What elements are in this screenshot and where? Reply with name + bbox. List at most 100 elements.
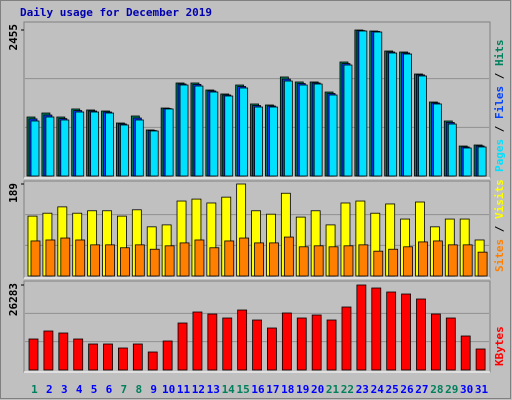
bar [30, 240, 41, 277]
bar [418, 75, 427, 177]
bar [149, 248, 160, 277]
bar [283, 80, 293, 177]
bar [134, 119, 144, 177]
bar [328, 94, 338, 177]
bar [445, 317, 456, 371]
bar [90, 244, 101, 277]
bar [358, 30, 368, 177]
bar [118, 347, 128, 371]
bar [269, 106, 278, 177]
bar [60, 119, 70, 177]
bar [132, 343, 143, 371]
bar [45, 116, 55, 177]
bar [462, 147, 472, 177]
legend-separator: / [493, 66, 506, 86]
bar [75, 111, 85, 177]
bar [326, 319, 337, 371]
bar [120, 124, 129, 177]
bar [60, 237, 71, 277]
bar [164, 245, 175, 277]
bar [209, 91, 219, 177]
bar [254, 242, 264, 277]
bar [477, 251, 488, 277]
bar [252, 319, 262, 371]
x-tick-label: 28 [430, 383, 443, 396]
legend-entry: Sites [493, 239, 506, 272]
x-tick-label: 19 [296, 383, 309, 396]
bar [283, 236, 294, 277]
bar [254, 106, 263, 177]
bar [296, 317, 307, 371]
x-tick-label: 25 [386, 383, 399, 396]
bar [58, 332, 69, 371]
x-tick-label: 17 [266, 383, 279, 396]
bar [447, 123, 457, 177]
x-tick-label: 9 [150, 383, 157, 396]
x-tick-label: 15 [236, 383, 249, 396]
x-tick-label: 16 [251, 383, 265, 396]
y-tick-label: 26283 [7, 283, 20, 316]
legend-entry: Files [493, 86, 506, 119]
x-tick-label: 13 [207, 383, 220, 396]
y-tick-label: 2455 [7, 24, 20, 51]
bar [388, 52, 398, 177]
bar [267, 327, 277, 371]
bar [403, 53, 412, 177]
x-tick-label: 31 [475, 383, 489, 396]
x-tick-label: 30 [460, 383, 473, 396]
bar [179, 242, 190, 277]
bar [371, 287, 382, 371]
x-tick-label: 10 [162, 383, 175, 396]
x-tick-label: 1 [31, 383, 38, 396]
x-tick-label: 11 [177, 383, 191, 396]
bar [432, 103, 442, 177]
bar [45, 239, 56, 277]
bar [90, 111, 100, 177]
x-tick-label: 21 [326, 383, 340, 396]
bar [416, 298, 426, 371]
bar [373, 250, 384, 277]
bar [207, 313, 218, 371]
x-tick-label: 2 [46, 383, 53, 396]
x-tick-label: 29 [445, 383, 458, 396]
legend-separator: / [493, 219, 506, 239]
bar [298, 246, 309, 277]
bar [194, 85, 204, 177]
bar [239, 87, 249, 177]
bar [105, 112, 114, 177]
x-tick-label: 20 [311, 383, 324, 396]
bar [341, 306, 352, 371]
bar [162, 340, 173, 371]
legend: Pages / Files / Hits [493, 40, 506, 173]
bar [120, 247, 130, 277]
bar [179, 84, 189, 177]
bar [237, 309, 248, 371]
legend-entry: Pages [493, 139, 506, 172]
bar [418, 241, 428, 277]
bar [343, 64, 353, 177]
bar [373, 31, 383, 177]
bar [134, 244, 145, 277]
bar [313, 83, 323, 177]
x-tick-label: 4 [76, 383, 83, 396]
bar [477, 146, 487, 177]
x-tick-label: 5 [91, 383, 98, 396]
bar [311, 314, 322, 371]
x-tick-label: 8 [135, 383, 142, 396]
bar [343, 245, 354, 277]
legend-entry: KBytes [493, 326, 506, 366]
bar [298, 84, 308, 177]
bar [460, 335, 471, 371]
bar [475, 348, 486, 371]
bar [281, 312, 292, 371]
bar [224, 240, 235, 277]
x-tick-label: 18 [281, 383, 294, 396]
x-tick-label: 26 [400, 383, 414, 396]
bar [73, 338, 84, 371]
legend-entry: Hits [493, 40, 506, 67]
bar [313, 245, 324, 277]
bar [386, 291, 397, 371]
x-tick-label: 14 [222, 383, 236, 396]
bar [403, 246, 413, 277]
